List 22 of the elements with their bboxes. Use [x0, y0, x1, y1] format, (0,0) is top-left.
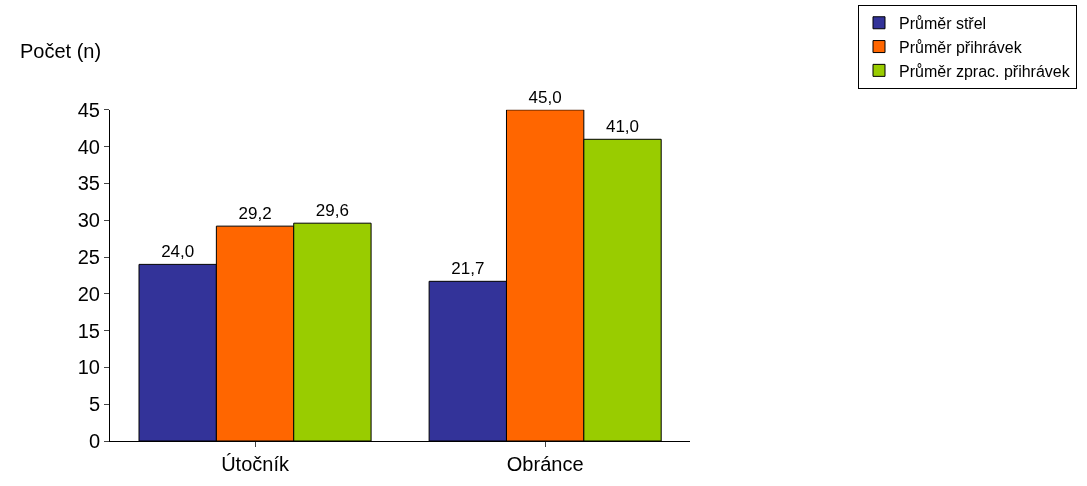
legend-label: Průměr přihrávek [899, 38, 1023, 56]
x-tick-label: Obránce [506, 453, 584, 475]
data-label: 41,0 [605, 117, 640, 137]
legend-label: Průměr zprac. přihrávek [899, 62, 1071, 80]
y-tick-label: 20 [77, 282, 100, 305]
y-tick-label: 15 [77, 319, 100, 342]
legend-label: Průměr střel [899, 15, 987, 32]
data-label: 45,0 [528, 87, 562, 107]
y-axis-title: Počet (n) [20, 40, 102, 62]
data-label: 29,2 [238, 204, 272, 224]
y-tick-label: 0 [88, 430, 100, 452]
y-tick-label: 45 [77, 98, 100, 121]
data-label: 29,6 [315, 201, 349, 221]
y-tick-label: 25 [77, 246, 100, 269]
x-tick-label: Útočník [221, 453, 290, 475]
y-tick-label: 35 [77, 172, 100, 195]
y-tick-label: 40 [77, 135, 100, 158]
y-tick-label: 5 [88, 393, 100, 416]
data-label: 21,7 [451, 259, 485, 279]
y-tick-label: 10 [77, 356, 100, 379]
data-label: 24,0 [161, 242, 195, 262]
y-tick-label: 30 [77, 209, 100, 232]
